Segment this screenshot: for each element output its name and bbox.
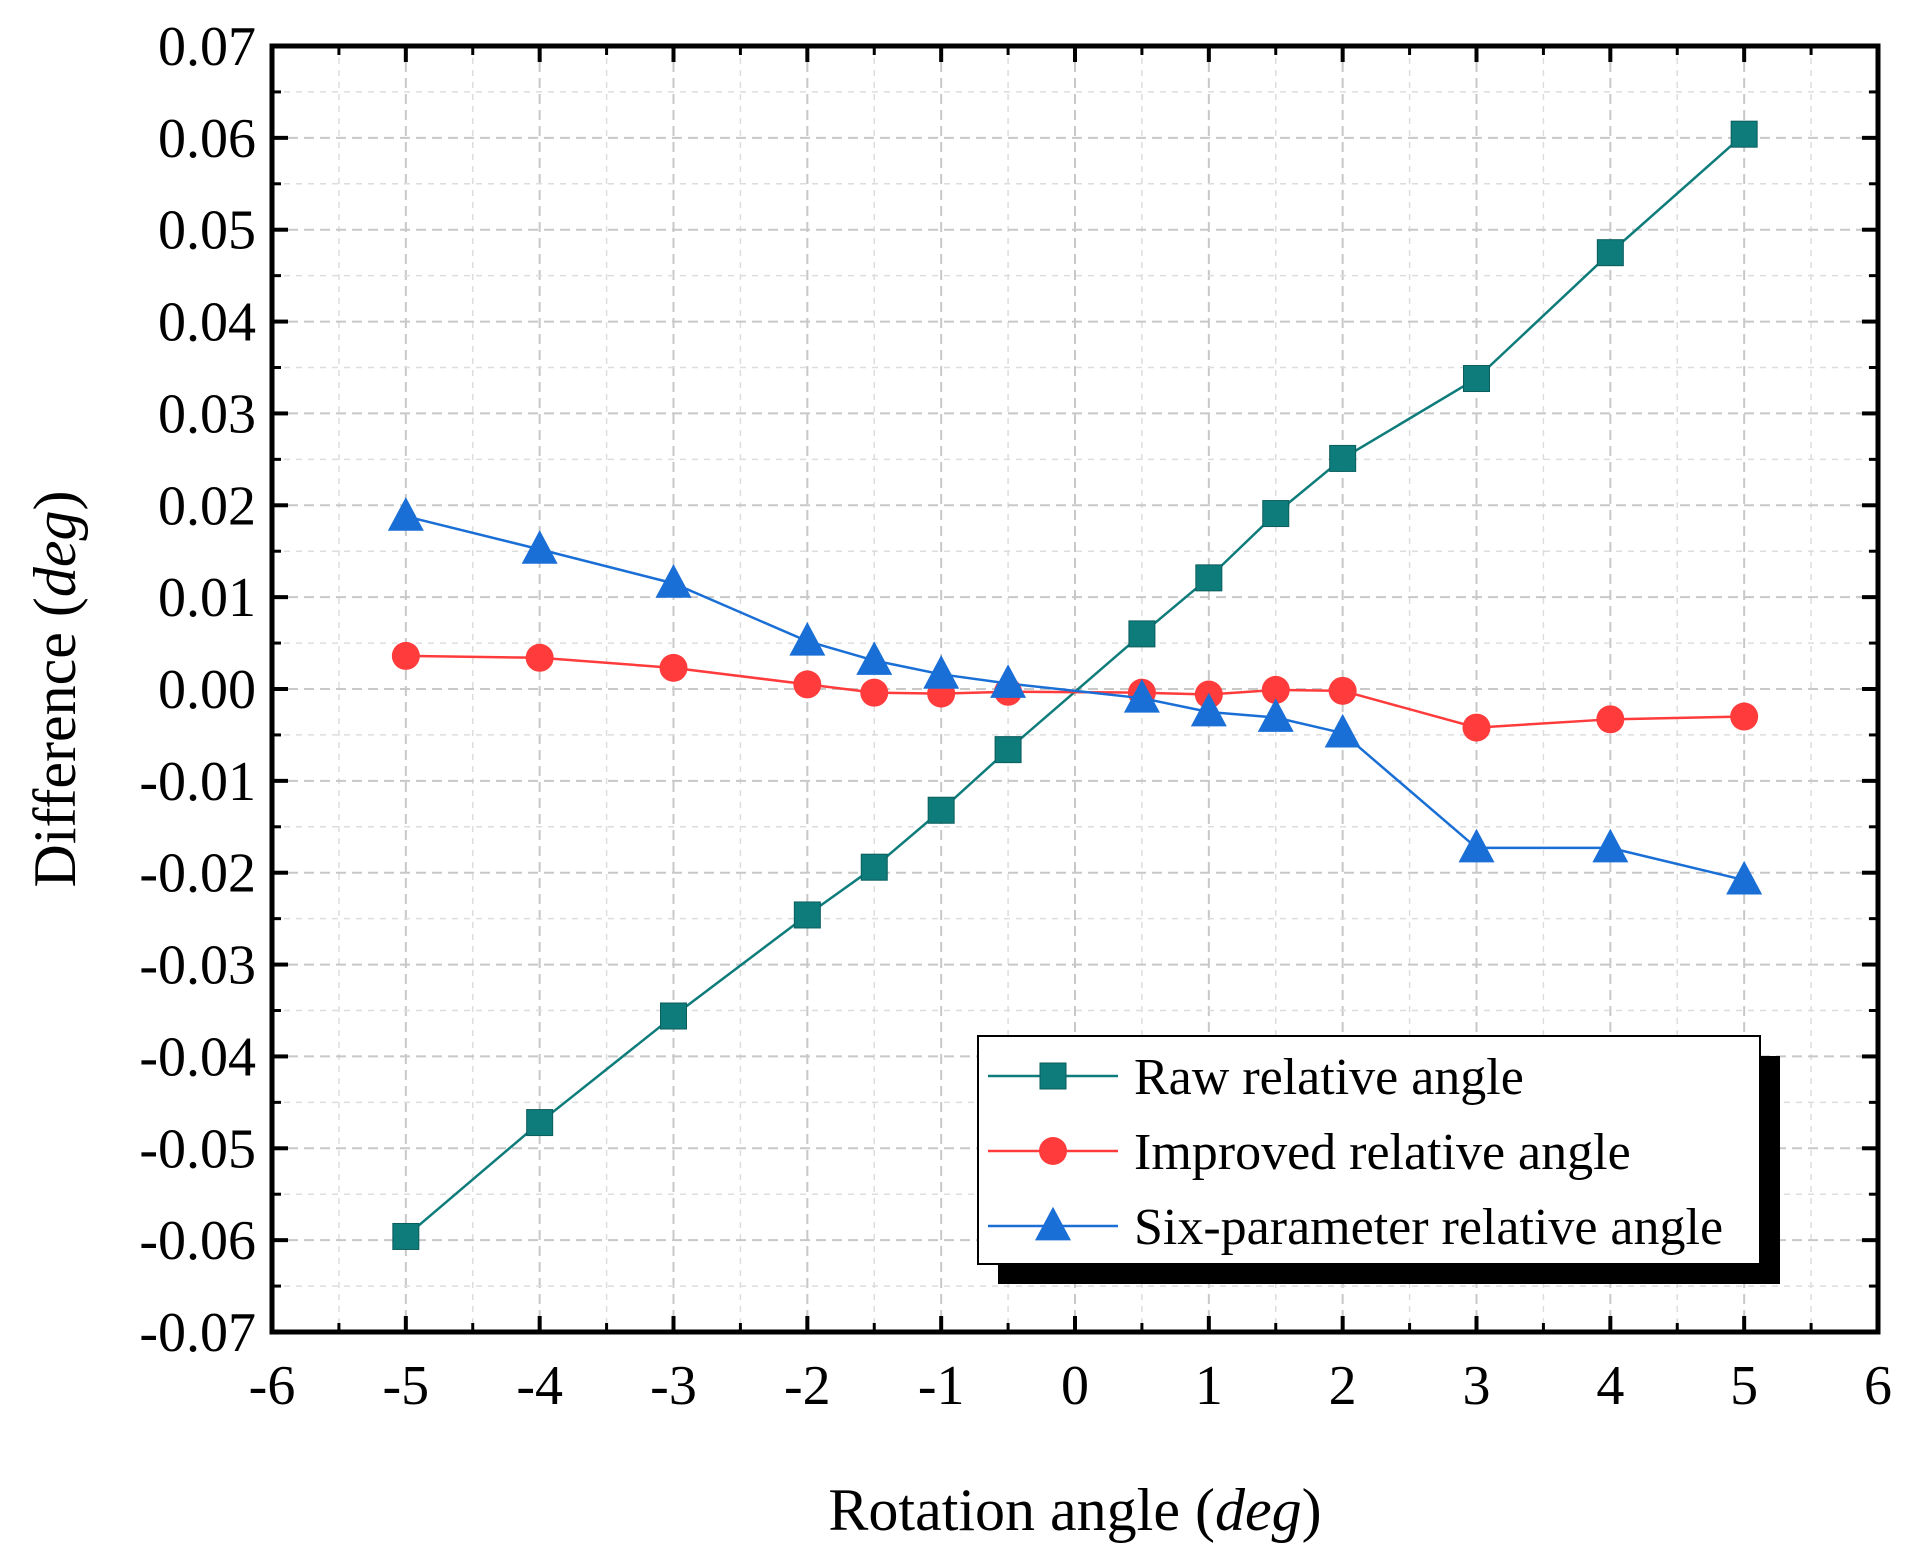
data-point-raw-relative-angle: [1262, 500, 1290, 528]
y-tick-label: -0.07: [139, 1302, 256, 1364]
x-axis-title: Rotation angle (deg): [828, 1477, 1321, 1543]
y-tick-label: 0.05: [158, 200, 256, 262]
legend-item-raw-relative-angle: Raw relative angle: [988, 1049, 1524, 1106]
series-layer: [387, 120, 1763, 1250]
data-point-improved-relative-angle: [793, 670, 822, 699]
data-point-raw-relative-angle: [927, 796, 955, 824]
data-point-six-parameter-relative-angle: [1324, 713, 1361, 748]
data-point-improved-relative-angle: [659, 653, 688, 682]
y-axis-title-close: ): [22, 491, 88, 511]
data-point-improved-relative-angle: [1596, 705, 1625, 734]
data-point-raw-relative-angle: [793, 901, 821, 929]
series-line-improved-relative-angle: [405, 654, 1745, 729]
x-tick-label: 1: [1195, 1355, 1223, 1417]
x-axis-title-unit: deg: [1215, 1477, 1302, 1543]
data-point-six-parameter-relative-angle: [521, 530, 558, 564]
y-tick-label: -0.05: [139, 1118, 256, 1180]
data-point-raw-relative-angle: [994, 736, 1022, 764]
x-axis-title-close: ): [1302, 1477, 1322, 1543]
legend-label-six-parameter-relative-angle: Six-parameter relative angle: [1134, 1199, 1723, 1256]
data-point-six-parameter-relative-angle: [923, 655, 960, 689]
data-point-six-parameter-relative-angle: [1123, 678, 1160, 713]
series-line-six-parameter-relative-angle: [405, 515, 1745, 882]
y-tick-label: 0.03: [158, 383, 256, 445]
y-tick-label: -0.02: [139, 843, 256, 905]
data-point-six-parameter-relative-angle: [1592, 828, 1629, 863]
legend-label-raw-relative-angle: Raw relative angle: [1134, 1049, 1524, 1106]
x-tick-label: -2: [784, 1355, 831, 1417]
data-point-raw-relative-angle: [1730, 120, 1758, 148]
y-tick-label: 0.00: [158, 659, 256, 721]
data-point-six-parameter-relative-angle: [856, 641, 893, 675]
x-axis-title-text: Rotation angle (: [828, 1477, 1215, 1543]
legend-item-six-parameter-relative-angle: Six-parameter relative angle: [988, 1199, 1723, 1256]
data-point-six-parameter-relative-angle: [387, 497, 424, 531]
x-tick-label: -5: [383, 1355, 430, 1417]
ticks: -6 -5 -4 -3 -2 -1 0 1 2 3 4 5 6 0.07 0.06 0.05 0.04 0.03 0…: [139, 16, 1892, 1417]
data-point-raw-relative-angle: [1195, 564, 1223, 592]
x-tick-label: 4: [1596, 1355, 1624, 1417]
data-point-improved-relative-angle: [1462, 713, 1491, 742]
y-axis-title-unit: deg: [22, 510, 88, 597]
y-tick-label: 0.06: [158, 108, 256, 170]
data-point-six-parameter-relative-angle: [655, 564, 692, 598]
x-tick-label: 2: [1329, 1355, 1357, 1417]
data-point-six-parameter-relative-angle: [1726, 860, 1763, 895]
data-point-six-parameter-relative-angle: [1257, 698, 1294, 732]
y-tick-label: -0.03: [139, 935, 256, 997]
data-point-improved-relative-angle: [860, 678, 889, 707]
legend-marker-six-parameter-relative-angle: [1035, 1206, 1071, 1241]
y-tick-label: -0.01: [139, 751, 256, 813]
y-tick-label: 0.04: [158, 292, 256, 354]
data-point-six-parameter-relative-angle: [1190, 692, 1227, 727]
y-tick-label: 0.07: [158, 16, 256, 78]
x-tick-label: -6: [249, 1355, 296, 1417]
legend-marker-improved-relative-angle: [1039, 1137, 1067, 1165]
y-axis-title: Difference (deg): [22, 491, 88, 888]
data-point-improved-relative-angle: [1328, 676, 1357, 705]
x-tick-label: -3: [650, 1355, 697, 1417]
legend-item-improved-relative-angle: Improved relative angle: [988, 1124, 1631, 1181]
data-point-raw-relative-angle: [526, 1109, 554, 1137]
y-tick-label: -0.06: [139, 1210, 256, 1272]
data-point-improved-relative-angle: [1730, 702, 1759, 731]
data-point-raw-relative-angle: [1329, 444, 1357, 472]
x-tick-label: 3: [1463, 1355, 1491, 1417]
data-point-raw-relative-angle: [1128, 620, 1156, 648]
data-point-raw-relative-angle: [392, 1222, 420, 1250]
data-point-raw-relative-angle: [860, 853, 888, 881]
data-point-improved-relative-angle: [391, 641, 420, 670]
y-tick-label: 0.02: [158, 475, 256, 537]
x-tick-label: 5: [1730, 1355, 1758, 1417]
data-point-raw-relative-angle: [1596, 239, 1624, 267]
data-point-six-parameter-relative-angle: [1458, 828, 1495, 863]
legend: Raw relative angle Improved relative angl…: [977, 1035, 1780, 1284]
y-tick-label: 0.01: [158, 567, 256, 629]
legend-label-improved-relative-angle: Improved relative angle: [1134, 1124, 1631, 1181]
x-tick-label: -4: [516, 1355, 563, 1417]
x-tick-label: 0: [1061, 1355, 1089, 1417]
data-point-six-parameter-relative-angle: [789, 622, 826, 656]
data-point-improved-relative-angle: [525, 643, 554, 672]
data-point-six-parameter-relative-angle: [990, 664, 1027, 698]
y-axis-title-text: Difference (: [22, 597, 88, 887]
data-point-raw-relative-angle: [660, 1002, 687, 1030]
x-tick-label: 6: [1864, 1355, 1892, 1417]
y-tick-label: -0.04: [139, 1026, 256, 1088]
data-point-raw-relative-angle: [1463, 365, 1490, 393]
data-point-improved-relative-angle: [1261, 675, 1290, 704]
legend-marker-raw-relative-angle: [1039, 1062, 1067, 1090]
series-six-parameter-relative-angle: [387, 497, 1763, 895]
series-improved-relative-angle: [391, 641, 1759, 742]
x-tick-label: -1: [918, 1355, 965, 1417]
